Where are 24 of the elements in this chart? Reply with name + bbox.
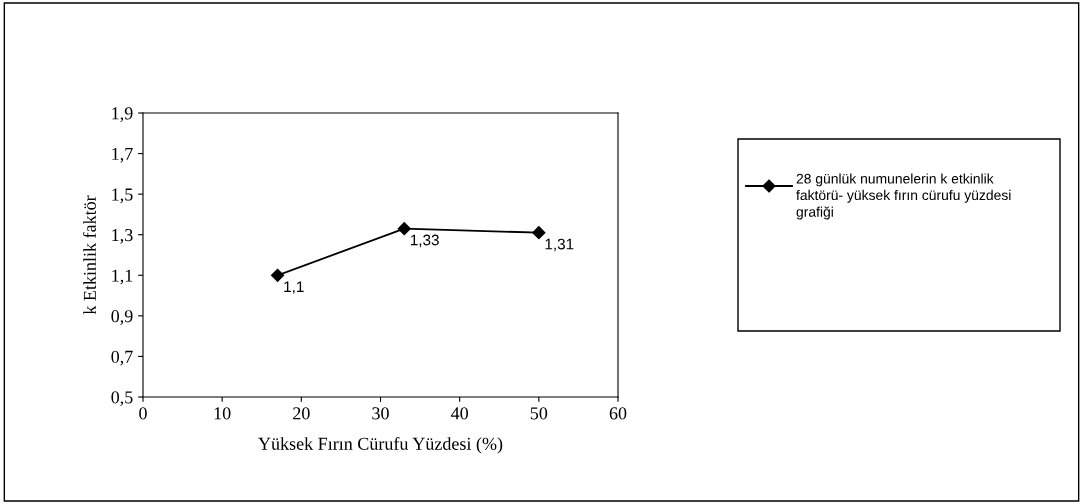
x-tick-label: 60 xyxy=(609,407,627,420)
data-label: 1,31 xyxy=(545,238,574,252)
point xyxy=(397,222,411,236)
point xyxy=(532,226,546,240)
y-tick-label: 1,7 xyxy=(112,147,133,163)
x-axis-title: Yüksek Fırın Cürufu Yüzdesi (%) xyxy=(258,436,503,454)
data-label: 1,1 xyxy=(284,281,304,294)
x-tick-label: 50 xyxy=(530,407,548,420)
y-tick-label: 1,3 xyxy=(112,229,133,244)
y-tick-label: 1,9 xyxy=(112,107,133,123)
data-label: 1,33 xyxy=(410,234,439,248)
point xyxy=(270,268,285,282)
x-tick-label: 20 xyxy=(293,407,310,420)
x-tick-label: 40 xyxy=(450,407,469,420)
y-tick-label: 1,1 xyxy=(112,269,133,285)
x-tick-label: 30 xyxy=(372,407,389,420)
y-axis-title: k Etkinlik faktör xyxy=(83,195,96,315)
y-tick-label: 0,7 xyxy=(111,350,133,366)
y-tick-label: 0,9 xyxy=(111,310,133,325)
x-tick-label: 10 xyxy=(214,407,231,420)
y-tick-label: 1,5 xyxy=(112,188,133,204)
legend-label: 28 günlük numunelerin k etkinlik faktörü- yüksek fırın cürufu yüzdesi grafiği xyxy=(796,173,1011,220)
y-tick-label: 0,5 xyxy=(111,391,133,407)
x-tick-label: 0 xyxy=(139,407,147,420)
